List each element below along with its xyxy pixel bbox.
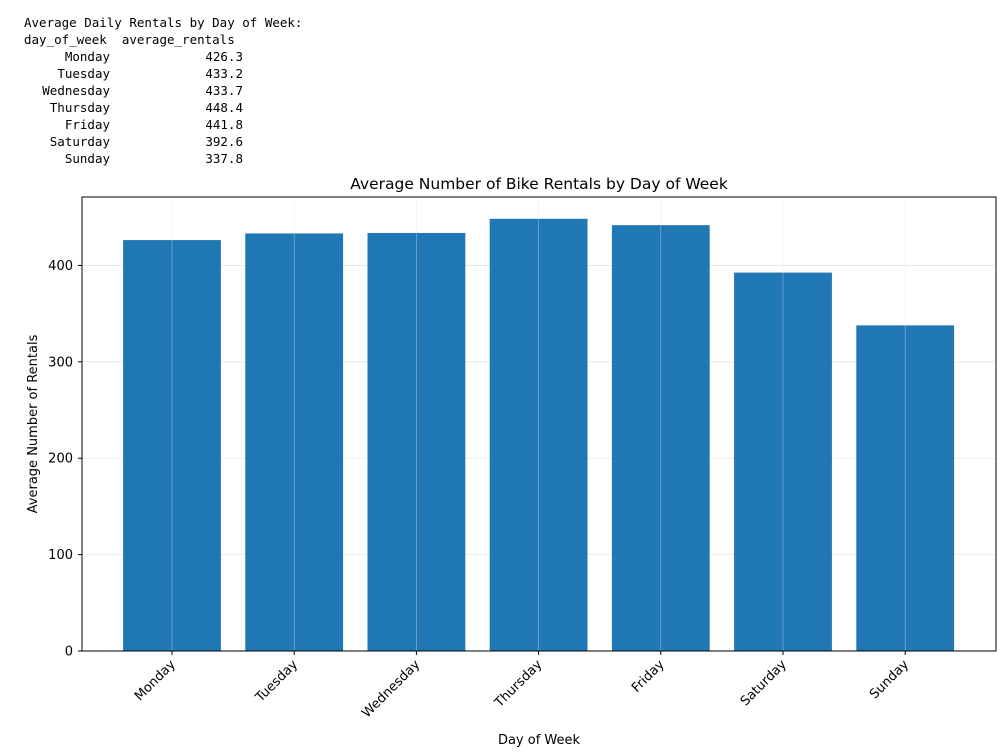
console-row: Wednesday 433.7 — [24, 82, 302, 99]
bar-tuesday — [245, 233, 344, 651]
y-tick-label: 0 — [65, 645, 73, 660]
console-row: Thursday 448.4 — [24, 99, 302, 116]
bar-monday — [123, 240, 221, 652]
console-day: Wednesday — [42, 83, 110, 98]
console-row: Friday 441.8 — [24, 116, 302, 133]
bar-thursday — [489, 218, 588, 651]
x-tick-label: Friday — [629, 657, 668, 696]
console-value: 448.4 — [205, 100, 243, 115]
vertical-grid-layer — [171, 197, 906, 651]
x-axis: Monday Tuesday Wednesday Thursday Friday Satu… — [132, 651, 912, 721]
console-row: Monday 426.3 — [24, 48, 302, 65]
console-day: Monday — [64, 49, 110, 64]
console-day: Friday — [64, 117, 110, 132]
console-day: Sunday — [64, 151, 110, 166]
y-tick-label: 300 — [48, 355, 73, 370]
console-day: Tuesday — [57, 66, 110, 81]
console-value: 441.8 — [205, 117, 243, 132]
console-columns: day_of_week average_rentals — [24, 32, 235, 47]
y-tick-label: 100 — [48, 548, 73, 563]
console-day: Saturday — [49, 134, 110, 149]
x-tick-label: Tuesday — [252, 657, 301, 706]
console-value: 392.6 — [205, 134, 243, 149]
console-value: 426.3 — [205, 49, 243, 64]
y-tick-label: 400 — [48, 259, 73, 274]
bar-saturday — [734, 272, 832, 651]
x-axis-label: Day of Week — [498, 733, 581, 748]
bar-layer — [123, 218, 955, 652]
bar-wednesday — [367, 232, 466, 651]
y-axis: 0 100 200 300 400 — [48, 259, 82, 660]
console-row: Tuesday 433.2 — [24, 65, 302, 82]
x-tick-label: Sunday — [867, 657, 912, 702]
console-output: Average Daily Rentals by Day of Week: day… — [24, 14, 302, 167]
bar-sunday — [856, 325, 955, 651]
console-heading: Average Daily Rentals by Day of Week: — [24, 15, 303, 30]
x-tick-label: Monday — [132, 657, 179, 704]
x-tick-label: Thursday — [491, 657, 545, 711]
console-row: Sunday 337.8 — [24, 150, 302, 167]
console-value: 433.7 — [205, 83, 243, 98]
bar-friday — [611, 225, 710, 652]
x-tick-label: Wednesday — [359, 657, 423, 721]
x-tick-label: Saturday — [738, 657, 790, 709]
chart-title: Average Number of Bike Rentals by Day of… — [350, 175, 728, 193]
console-value: 337.8 — [205, 151, 243, 166]
console-day: Thursday — [49, 100, 110, 115]
console-row: Saturday 392.6 — [24, 133, 302, 150]
y-tick-label: 200 — [48, 452, 73, 467]
y-axis-label: Average Number of Rentals — [26, 334, 41, 513]
console-value: 433.2 — [205, 66, 243, 81]
